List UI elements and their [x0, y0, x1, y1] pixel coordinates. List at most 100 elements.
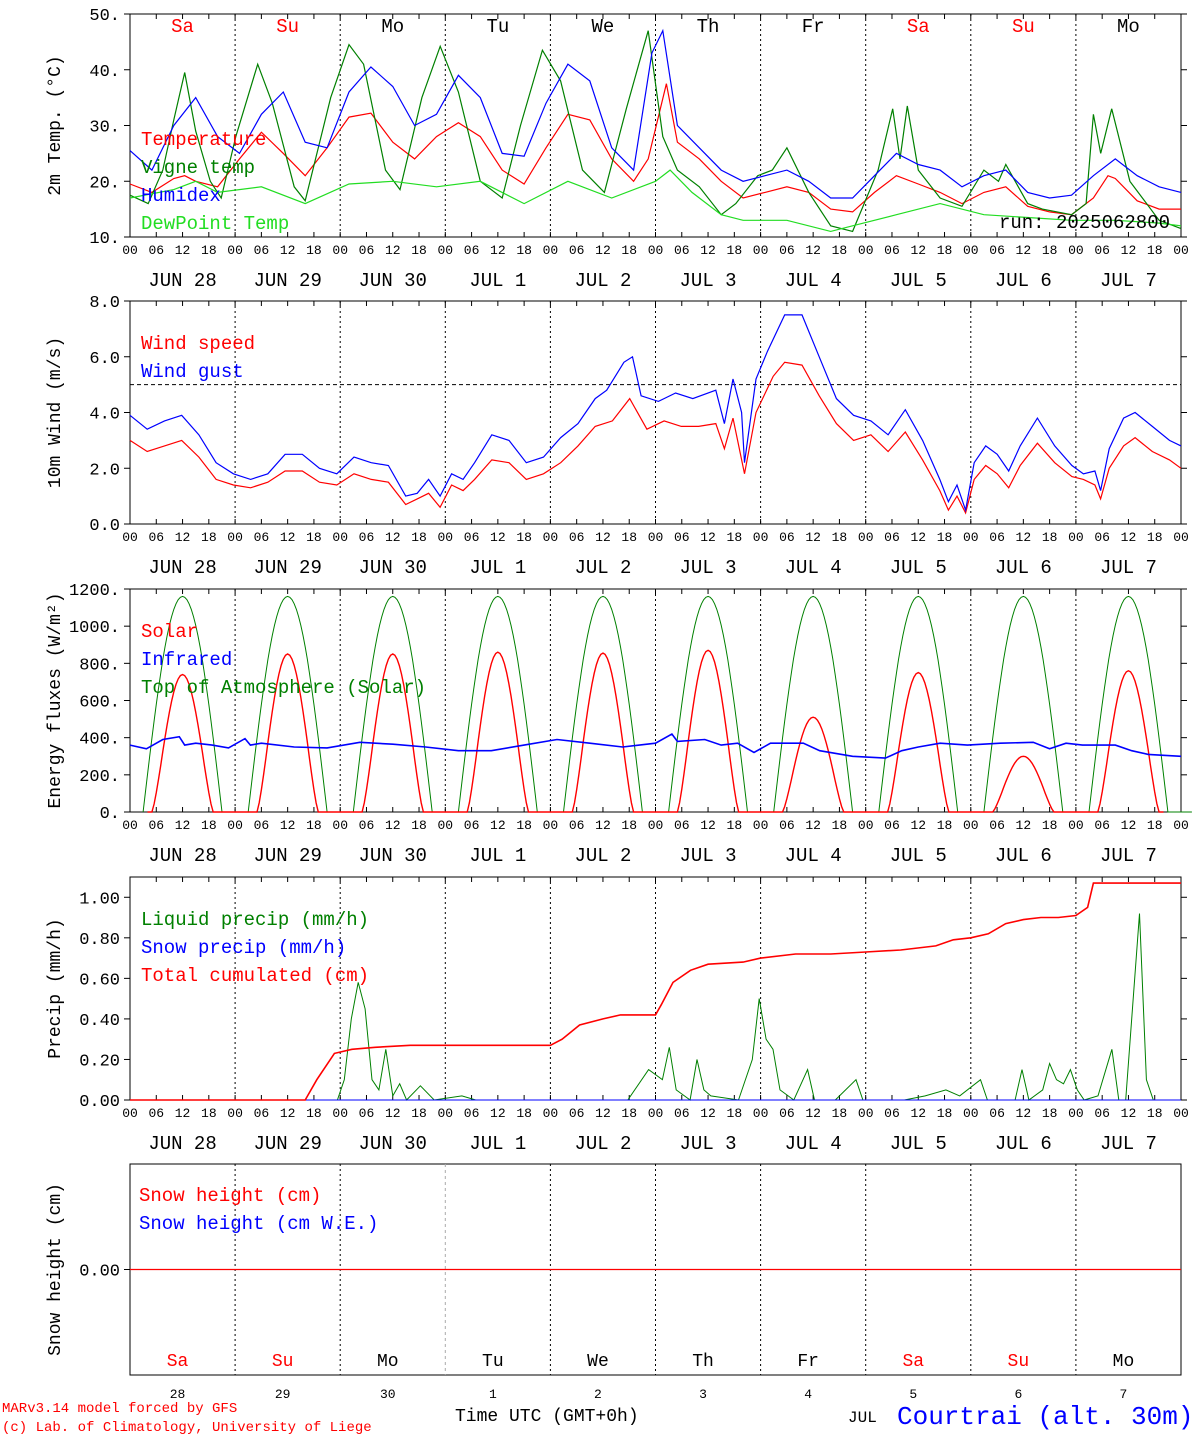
energy-day-label: JUN 29	[253, 845, 321, 867]
temp-hour-label: 12	[385, 243, 401, 258]
temp-hour-label: 18	[411, 243, 427, 258]
precip-hour-label: 06	[674, 1106, 690, 1121]
temp-hour-label: 12	[280, 243, 296, 258]
wind-hour-label: 06	[569, 530, 585, 545]
snow-day-number: 29	[275, 1387, 291, 1402]
temp-weekday: Mo	[1117, 16, 1140, 38]
energy-day-label: JUL 2	[574, 845, 631, 867]
credit-line: (c) Lab. of Climatology, University of L…	[2, 1420, 372, 1436]
energy-hour-label: 06	[148, 818, 164, 833]
snow-legend-1: Snow height (cm W.E.)	[139, 1213, 378, 1235]
wind-hour-label: 00	[437, 530, 453, 545]
precip-hour-label: 00	[122, 1106, 138, 1121]
energy-hour-label: 12	[385, 818, 401, 833]
wind-ytick-label: 2.0	[89, 461, 120, 480]
temp-hour-label: 12	[805, 243, 821, 258]
precip-ylabel: Precip (mm/h)	[46, 918, 66, 1058]
precip-hour-label: 12	[280, 1106, 296, 1121]
temp-series-0	[129, 83, 1181, 216]
energy-hour-label: 00	[543, 818, 559, 833]
wind-hour-label: 06	[989, 530, 1005, 545]
wind-hour-label: 12	[1016, 530, 1032, 545]
panel-temp: 10. 20. 30. 40. 50. 00 06 12 18 00 06 12 18 00 06 12 18 0…	[46, 7, 1189, 292]
precip-legend-1: Snow precip (mm/h)	[141, 937, 346, 959]
wind-hour-label: 06	[674, 530, 690, 545]
wind-hour-label: 06	[148, 530, 164, 545]
snow-day-number: 30	[380, 1387, 396, 1402]
precip-hour-label: 00	[227, 1106, 243, 1121]
energy-hour-label: 06	[779, 818, 795, 833]
precip-day-label: JUL 2	[574, 1133, 631, 1155]
precip-day-label: JUN 30	[359, 1133, 427, 1155]
wind-hour-label: 12	[280, 530, 296, 545]
temp-day-label: JUL 5	[890, 270, 947, 292]
temp-hour-label: 00	[1068, 243, 1084, 258]
temp-hour-label: 00	[437, 243, 453, 258]
energy-hour-label: 06	[989, 818, 1005, 833]
temp-ylabel: 2m Temp. (°C)	[46, 55, 66, 195]
temp-hour-label: 06	[359, 243, 375, 258]
precip-hour-label: 12	[1121, 1106, 1137, 1121]
snow-ytick-label: 0.00	[79, 1263, 120, 1282]
temp-hour-label: 06	[674, 243, 690, 258]
precip-hour-label: 12	[805, 1106, 821, 1121]
energy-hour-label: 12	[280, 818, 296, 833]
energy-hour-label: 18	[1147, 818, 1163, 833]
energy-hour-label: 06	[254, 818, 270, 833]
precip-hour-label: 12	[175, 1106, 191, 1121]
temp-hour-label: 00	[648, 243, 664, 258]
wind-day-label: JUL 3	[680, 557, 737, 579]
temp-day-label: JUN 28	[148, 270, 216, 292]
temp-hour-label: 18	[201, 243, 217, 258]
temp-day-label: JUN 30	[359, 270, 427, 292]
energy-hour-label: 18	[201, 818, 217, 833]
snow-day-number: 28	[170, 1387, 186, 1402]
panel-snow: 0.00 Snow height (cm) Snow height (cm) Snow…	[46, 1163, 1182, 1402]
precip-hour-label: 00	[963, 1106, 979, 1121]
temp-legend-3: DewPoint Temp	[141, 213, 289, 235]
temp-hour-label: 00	[332, 243, 348, 258]
temp-day-label: JUL 3	[680, 270, 737, 292]
wind-hour-label: 18	[621, 530, 637, 545]
wind-legend-0: Wind speed	[141, 333, 255, 355]
wind-hour-label: 12	[805, 530, 821, 545]
energy-hour-label: 18	[937, 818, 953, 833]
energy-hour-label: 00	[332, 818, 348, 833]
temp-hour-label: 06	[148, 243, 164, 258]
wind-hour-label: 00	[858, 530, 874, 545]
wind-day-label: JUL 1	[469, 557, 526, 579]
precip-day-label: JUL 4	[785, 1133, 842, 1155]
wind-hour-label: 00	[543, 530, 559, 545]
precip-hour-label: 06	[254, 1106, 270, 1121]
wind-series-1	[129, 314, 1182, 513]
wind-day-label: JUL 7	[1100, 557, 1157, 579]
precip-hour-label: 12	[385, 1106, 401, 1121]
wind-hour-label: 06	[359, 530, 375, 545]
wind-hour-label: 00	[122, 530, 138, 545]
temp-legend-0: Temperature	[141, 129, 266, 151]
precip-day-label: JUL 7	[1100, 1133, 1157, 1155]
energy-legend-0: Solar	[141, 621, 198, 643]
energy-hour-label: 00	[227, 818, 243, 833]
precip-day-label: JUN 29	[253, 1133, 321, 1155]
precip-hour-label: 06	[464, 1106, 480, 1121]
energy-hour-label: 00	[437, 818, 453, 833]
wind-hour-label: 18	[937, 530, 953, 545]
energy-hour-label: 12	[805, 818, 821, 833]
wind-hour-label: 06	[1094, 530, 1110, 545]
precip-hour-label: 12	[595, 1106, 611, 1121]
wind-hour-label: 00	[1068, 530, 1084, 545]
snow-legend-0: Snow height (cm)	[139, 1185, 321, 1207]
wind-hour-label: 06	[884, 530, 900, 545]
energy-legend-2: Top of Atmosphere (Solar)	[141, 677, 426, 699]
energy-ylabel: Energy fluxes (W/m²)	[46, 592, 66, 808]
snow-day-number: 7	[1120, 1387, 1128, 1402]
energy-hour-label: 06	[359, 818, 375, 833]
energy-day-label: JUN 30	[359, 845, 427, 867]
temp-day-label: JUL 7	[1100, 270, 1157, 292]
precip-ytick-label: 0.40	[79, 1012, 120, 1031]
temp-ytick-label: 20.	[89, 174, 120, 193]
wind-hour-label: 00	[1173, 530, 1189, 545]
precip-day-label: JUL 5	[890, 1133, 947, 1155]
